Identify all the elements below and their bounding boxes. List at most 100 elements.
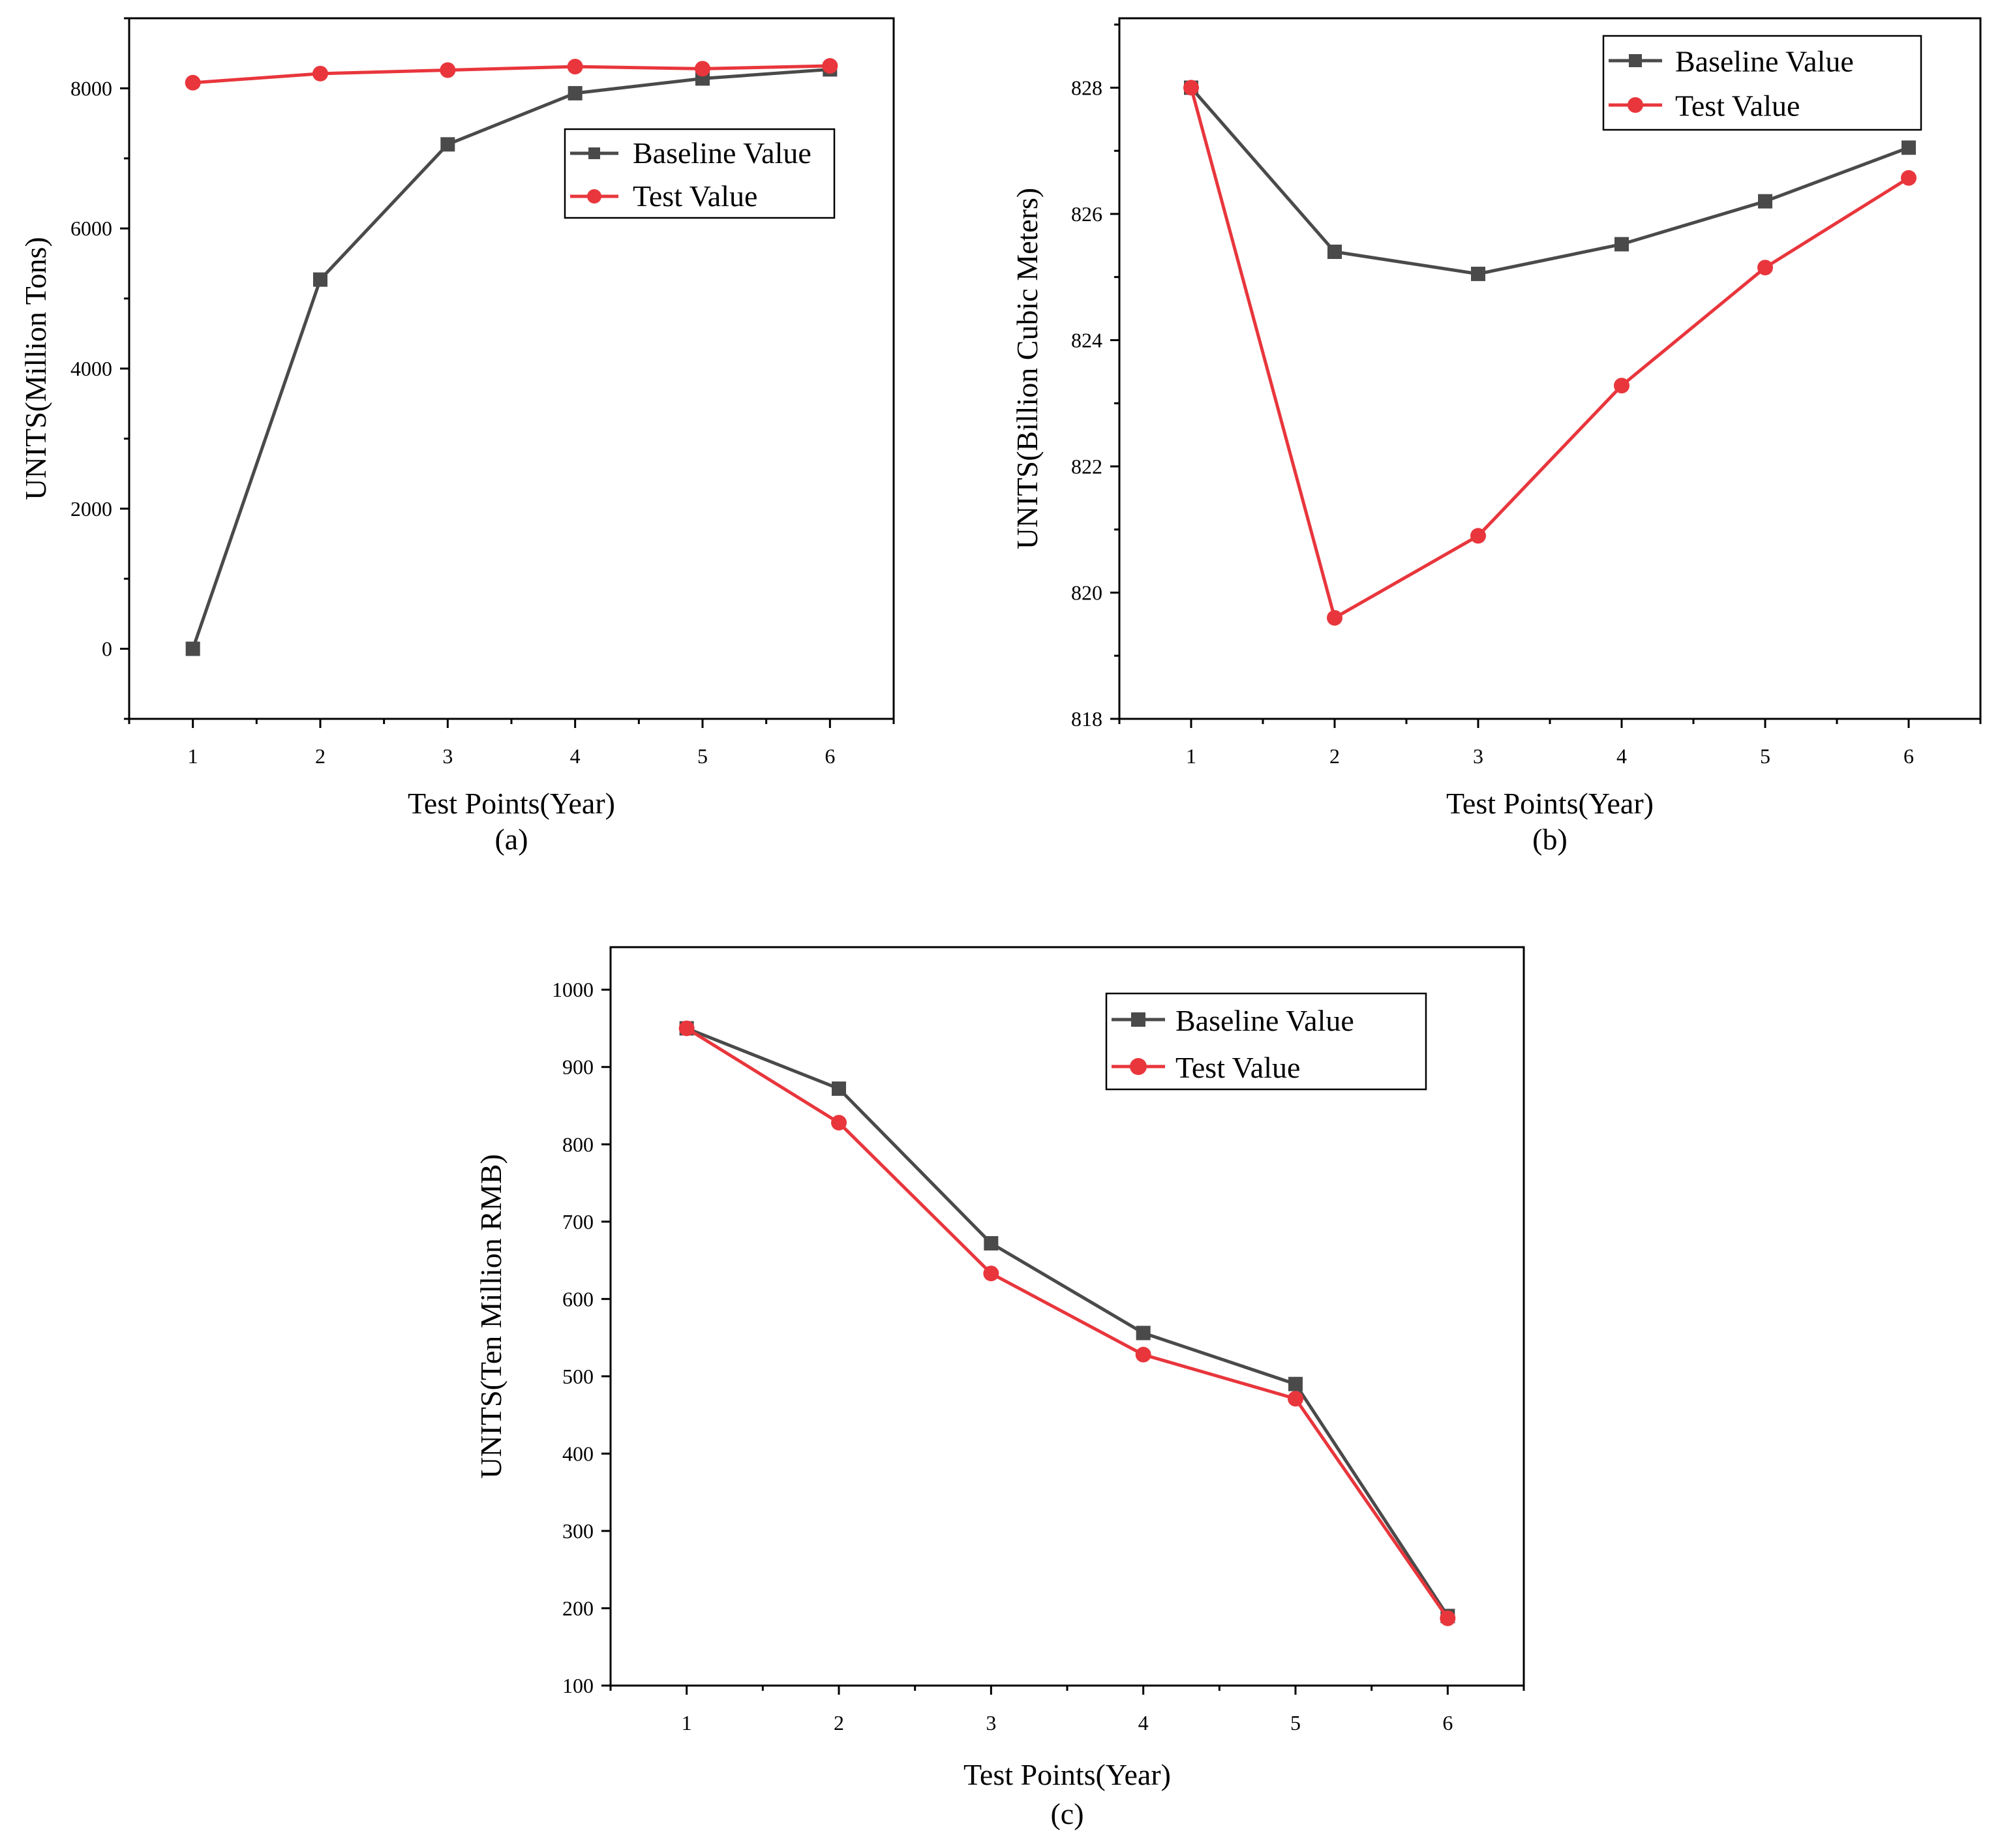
y-tick-label: 1000 [552,978,594,1001]
x-tick-label: 1 [1186,744,1196,768]
y-tick-label: 826 [1071,202,1102,226]
legend-box [1105,992,1427,1091]
y-tick-label: 900 [562,1055,594,1079]
data-point-square [1288,1376,1303,1391]
x-tick-label: 6 [1903,744,1914,768]
x-tick-label: 3 [442,744,453,768]
panel-label: (a) [494,823,528,856]
data-point-circle [1327,610,1342,626]
legend-box [564,128,836,219]
data-point-square [440,137,455,152]
y-tick-label: 800 [562,1132,594,1156]
y-tick-label: 500 [562,1365,594,1388]
legend-item-test: Test Value [1112,1051,1300,1084]
legend-marker-circle [1130,1058,1147,1075]
y-tick-label: 8000 [70,76,112,100]
data-point-circle [1470,528,1486,544]
series-line [192,64,830,85]
data-point-circle [822,58,838,74]
data-point-square [1327,245,1342,259]
data-point-square [1758,194,1772,209]
x-tick-label: 5 [1290,1711,1301,1734]
x-tick-label: 3 [1473,744,1483,768]
series-baseline [679,1021,1455,1624]
y-tick-label: 828 [1071,76,1102,99]
data-point-square [832,1081,846,1096]
data-point-circle [695,61,710,77]
data-point-circle [678,1020,695,1037]
legend-label: Baseline Value [1675,44,1854,78]
data-point-square [1614,237,1629,252]
y-tick-label: 400 [562,1442,594,1465]
plot-frame [128,17,895,720]
y-tick-label: 6000 [70,217,112,240]
x-tick-label: 5 [1760,744,1770,768]
legend-item-baseline: Baseline Value [1112,1004,1354,1037]
legend: Baseline Value Test Value [564,128,836,219]
y-tick-label: 2000 [70,497,112,521]
data-point-square [1902,140,1916,155]
chart-b: 1 2 3 4 5 6 818 820 822 824 826 828 Test Points(Year… [1010,17,1982,856]
series-test [1183,80,1917,626]
legend-marker-square [1131,1012,1145,1027]
x-axis-title: Test Points(Year) [963,1758,1171,1791]
legend-marker-circle [587,189,601,204]
y-tick-label: 600 [562,1287,594,1310]
series-line [686,1027,1449,1620]
data-point-circle [440,62,456,78]
series-test [678,1020,1456,1626]
x-tick-label: 6 [1442,1711,1453,1734]
legend-marker-square [1629,54,1642,67]
x-tick-label: 4 [1616,744,1627,768]
legend-item-test: Test Value [1609,89,1800,122]
y-tick-label: 820 [1071,581,1102,604]
series-baseline [1184,80,1916,281]
x-tick-label: 5 [697,744,708,768]
legend-label: Test Value [1675,89,1800,122]
data-point-square [313,272,327,287]
x-tick-label: 1 [682,1711,692,1734]
panel-label: (c) [1050,1797,1083,1830]
data-point-circle [1183,80,1199,96]
y-tick-label: 700 [562,1210,594,1234]
series-test [185,58,838,91]
legend-label: Test Value [1175,1051,1300,1084]
data-point-circle [1135,1346,1151,1363]
data-point-circle [1757,260,1773,276]
y-tick-label: 4000 [70,357,112,380]
legend-box [1602,35,1922,131]
x-axis-title: Test Points(Year) [1446,787,1654,820]
legend: Baseline Value Test Value [1602,35,1922,131]
legend-label: Baseline Value [633,136,811,170]
data-point-circle [1901,170,1917,186]
y-tick-label: 200 [562,1596,594,1620]
y-tick-label: 818 [1071,707,1102,731]
x-tick-label: 6 [825,744,835,768]
series-line [1189,87,1910,620]
y-tick-label: 824 [1071,328,1102,352]
x-tick-label: 4 [570,744,581,768]
x-tick-label: 2 [315,744,326,768]
chart-a: 1 2 3 4 5 6 0 2000 4000 6000 8000 Test Points(Year)… [19,17,895,856]
data-point-square [185,641,200,656]
x-tick-label: 4 [1138,1711,1149,1734]
legend-item-test: Test Value [570,179,757,213]
chart-c: 1 2 3 4 5 6 100 200 300 400 500 600 700 800 900 1000 Tes… [474,946,1525,1830]
y-axis-title: UNITS(Ten Million RMB) [474,1154,508,1479]
data-point-circle [1440,1610,1456,1626]
y-axis-title: UNITS(Billion Cubic Meters) [1010,188,1044,550]
x-tick-label: 3 [986,1711,996,1734]
data-point-circle [312,65,328,82]
x-tick-label: 2 [834,1711,844,1734]
series-line [191,67,830,650]
data-point-square [568,85,583,100]
y-tick-label: 300 [562,1519,594,1543]
x-axis-title: Test Points(Year) [408,787,615,820]
x-tick-label: 2 [1329,744,1340,768]
x-tick-label: 1 [188,744,198,768]
y-tick-label: 0 [102,637,112,661]
data-point-circle [185,74,201,91]
legend-label: Test Value [633,179,757,213]
legend-item-baseline: Baseline Value [1609,44,1854,78]
